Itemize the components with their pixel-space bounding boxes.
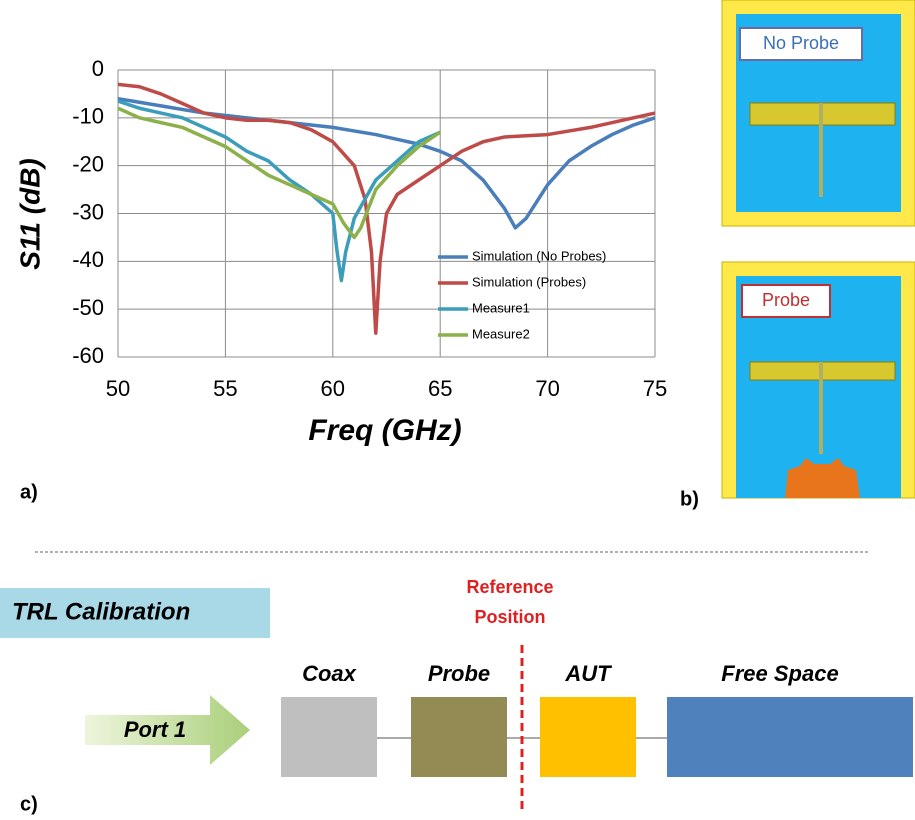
port-arrow — [85, 695, 250, 765]
y-tick-label: -30 — [72, 199, 104, 224]
block-label: AUT — [564, 661, 612, 686]
reference-label: Reference — [466, 577, 553, 597]
y-tick-label: -50 — [72, 295, 104, 320]
panel-label: b) — [680, 488, 699, 510]
series-line — [117, 106, 442, 240]
x-tick-label: 65 — [428, 376, 452, 401]
y-axis-title: S11 (dB) — [14, 158, 45, 270]
y-tick-label: 0 — [92, 56, 104, 81]
block — [281, 697, 377, 777]
x-tick-label: 70 — [535, 376, 559, 401]
x-axis-title: Freq (GHz) — [308, 414, 461, 447]
legend-label: Measure1 — [472, 300, 530, 315]
reference-label: Position — [475, 607, 546, 627]
chart: -60 -50 -40 -30 -20 -10 0 50 55 60 65 70 75 Simulatio… — [72, 56, 667, 401]
block-label: Free Space — [721, 661, 838, 686]
block — [540, 697, 636, 777]
panel-label: a) — [20, 481, 38, 503]
block-label: Coax — [302, 661, 357, 686]
y-tick-label: -40 — [72, 247, 104, 272]
series-line — [117, 82, 656, 335]
calibration-title: TRL Calibration — [12, 598, 190, 625]
antenna-view: No Probe — [721, 0, 915, 227]
panel-label: c) — [20, 793, 38, 815]
x-tick-label: 50 — [106, 376, 130, 401]
block — [411, 697, 507, 777]
view-label: No Probe — [763, 33, 839, 53]
antenna-view: Probe — [721, 261, 915, 499]
block-label: Probe — [428, 661, 490, 686]
port-label: Port 1 — [124, 717, 186, 742]
y-tick-label: -60 — [72, 343, 104, 368]
y-tick-label: -20 — [72, 151, 104, 176]
legend-label: Measure2 — [472, 326, 530, 341]
x-tick-label: 60 — [321, 376, 345, 401]
title-box — [0, 588, 270, 638]
block — [667, 697, 913, 777]
view-label: Probe — [762, 290, 810, 310]
legend-label: Simulation (Probes) — [472, 274, 586, 289]
series-line — [117, 99, 441, 283]
y-tick-label: -10 — [72, 104, 104, 129]
x-tick-label: 75 — [643, 376, 667, 401]
x-tick-label: 55 — [213, 376, 237, 401]
legend-label: Simulation (No Probes) — [472, 248, 606, 263]
